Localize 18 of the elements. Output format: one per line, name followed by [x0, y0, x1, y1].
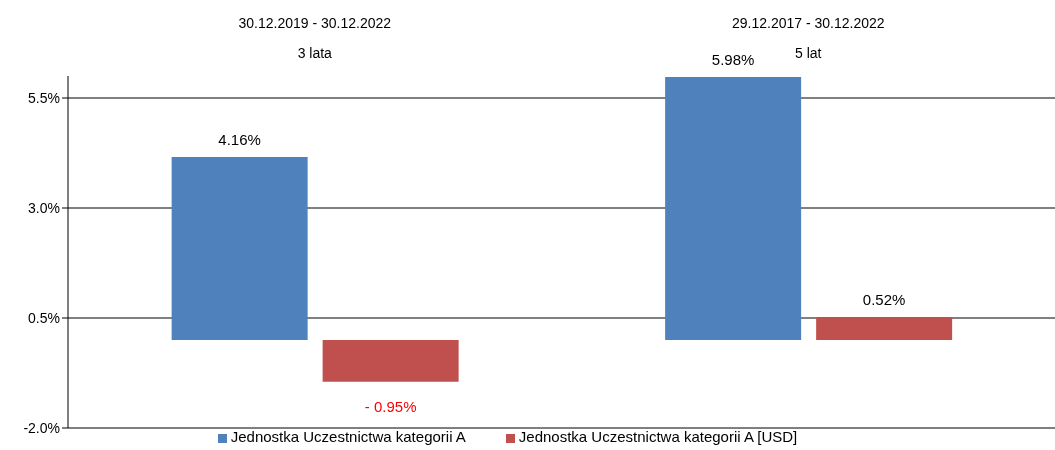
- bar: [665, 76, 802, 340]
- data-label: 5.98%: [711, 50, 755, 68]
- y-tick-label: 5.5%: [28, 89, 60, 106]
- bar: [816, 317, 953, 340]
- legend-label: Jednostka Uczestnictwa kategorii A: [230, 428, 466, 445]
- x-tick-label: 29.12.2017 - 30.12.2022: [731, 15, 885, 31]
- text: 5 lat: [795, 45, 822, 61]
- legend-label: Jednostka Uczestnictwa kategorii A [USD]: [518, 428, 798, 445]
- y-tick-label: -2.0%: [23, 419, 60, 436]
- y-tick-label: 0.5%: [28, 309, 60, 326]
- bar: [171, 156, 308, 340]
- data-label: 4.16%: [218, 130, 261, 148]
- y-tick-label: 3.0%: [28, 199, 60, 216]
- text: 3 lata: [297, 45, 333, 61]
- data-label: - 0.95%: [364, 397, 417, 415]
- data-label: 0.52%: [862, 291, 906, 309]
- bar: [322, 340, 459, 382]
- x-tick-label: 30.12.2019 - 30.12.2022: [238, 15, 392, 31]
